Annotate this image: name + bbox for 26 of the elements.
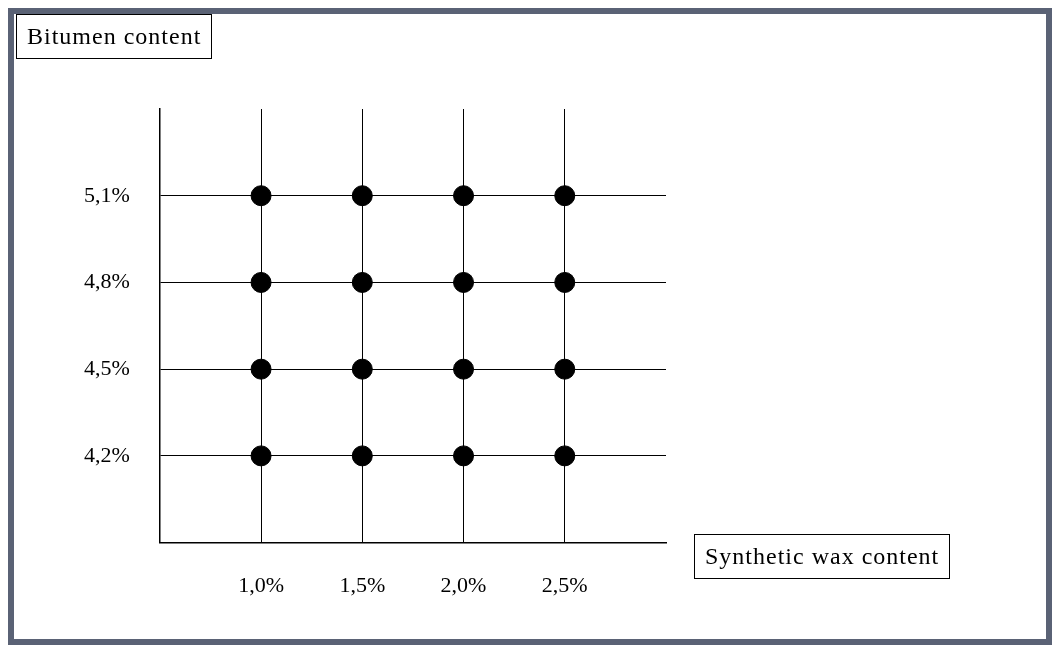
point [250, 358, 272, 380]
y-axis-title: Bitumen content [16, 14, 213, 59]
point [453, 185, 475, 207]
point [453, 271, 475, 293]
point [351, 358, 373, 380]
x-tick-label: 1,5% [339, 571, 386, 597]
point [554, 445, 576, 467]
point [351, 445, 373, 467]
x-tick-label: 2,5% [541, 571, 588, 597]
y-tick-label: 4,2% [84, 441, 130, 467]
point [250, 445, 272, 467]
y-tick-label: 5,1% [84, 181, 130, 207]
x-tick-label: 1,0% [238, 571, 284, 597]
point [250, 271, 272, 293]
point [554, 185, 576, 207]
point [554, 358, 576, 380]
y-tick-label: 4,8% [84, 268, 130, 294]
point [453, 445, 475, 467]
y-tick-label: 4,5% [84, 354, 130, 380]
point [250, 185, 272, 207]
x-tick-label: 2,0% [440, 571, 487, 597]
x-axis-title: Synthetic wax content [694, 534, 951, 579]
point [351, 185, 373, 207]
point [554, 271, 576, 293]
point [453, 358, 475, 380]
point [351, 271, 373, 293]
